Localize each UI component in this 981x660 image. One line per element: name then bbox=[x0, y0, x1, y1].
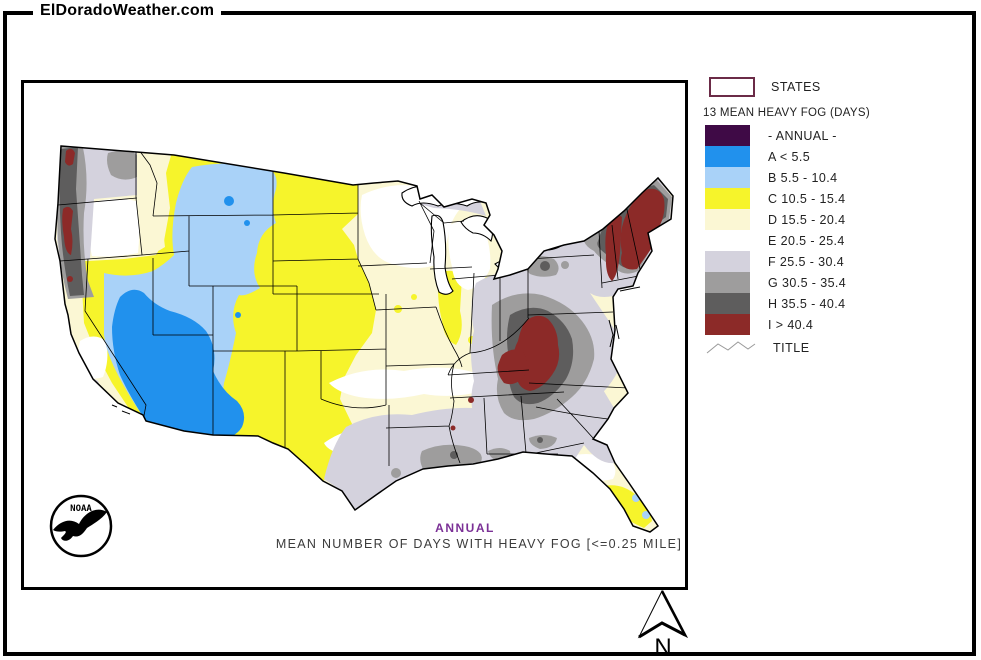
swatch-g bbox=[705, 272, 750, 293]
fog-region-A bbox=[112, 196, 250, 443]
noaa-logo-text: NOAA bbox=[70, 504, 92, 514]
legend-label: I > 40.4 bbox=[768, 317, 814, 332]
legend-row-g: G 30.5 - 35.4 bbox=[703, 272, 973, 293]
legend-row-h: H 35.5 - 40.4 bbox=[703, 293, 973, 314]
legend-label: H 35.5 - 40.4 bbox=[768, 296, 846, 311]
fog-region-D-patch bbox=[134, 196, 165, 254]
caption-annual: ANNUAL bbox=[435, 521, 495, 535]
legend-row-b: B 5.5 - 10.4 bbox=[703, 167, 973, 188]
legend-states-row: STATES bbox=[703, 74, 973, 100]
swatch-e bbox=[705, 230, 750, 251]
swatch-a bbox=[705, 146, 750, 167]
swatch-f bbox=[705, 251, 750, 272]
map-captions: ANNUAL MEAN NUMBER OF DAYS WITH HEAVY FO… bbox=[260, 521, 690, 551]
legend-row-i: I > 40.4 bbox=[703, 314, 973, 335]
coast-details bbox=[111, 286, 641, 415]
us-outline bbox=[54, 145, 674, 533]
states-swatch bbox=[709, 77, 755, 97]
legend-label: A < 5.5 bbox=[768, 149, 811, 164]
legend-row-f: F 25.5 - 30.4 bbox=[703, 251, 973, 272]
legend-title-row: TITLE bbox=[703, 337, 973, 359]
map-panel: NOAA ANNUAL MEAN NUMBER OF DAYS WITH HEA… bbox=[21, 80, 688, 590]
legend-label: G 30.5 - 35.4 bbox=[768, 275, 847, 290]
noaa-logo: NOAA bbox=[49, 494, 113, 558]
legend-row-a: A < 5.5 bbox=[703, 146, 973, 167]
legend-label: D 15.5 - 20.4 bbox=[768, 212, 846, 227]
title-zigzag-icon bbox=[706, 341, 756, 354]
us-fog-map bbox=[54, 145, 674, 533]
swatch-d bbox=[705, 209, 750, 230]
legend-label: - ANNUAL - bbox=[768, 128, 837, 143]
state-borders bbox=[57, 146, 645, 466]
swatch-i bbox=[705, 314, 750, 335]
legend-row-e: E 20.5 - 25.4 bbox=[703, 230, 973, 251]
legend-label: B 5.5 - 10.4 bbox=[768, 170, 838, 185]
swatch-h bbox=[705, 293, 750, 314]
north-label: N bbox=[654, 634, 671, 657]
legend-label: E 20.5 - 25.4 bbox=[768, 233, 845, 248]
noaa-bird-icon bbox=[53, 509, 107, 541]
legend-layer-title: 13 MEAN HEAVY FOG (DAYS) bbox=[703, 107, 870, 119]
legend-row-annual: - ANNUAL - bbox=[703, 125, 973, 146]
swatch-annual bbox=[705, 125, 750, 146]
caption-subtitle: MEAN NUMBER OF DAYS WITH HEAVY FOG [<=0.… bbox=[275, 537, 683, 551]
fog-region-E bbox=[78, 185, 616, 482]
swatch-c bbox=[705, 188, 750, 209]
legend-row-c: C 10.5 - 15.4 bbox=[703, 188, 973, 209]
site-title: ElDoradoWeather.com bbox=[33, 2, 222, 20]
legend: STATES 13 MEAN HEAVY FOG (DAYS) - ANNUAL… bbox=[703, 74, 973, 359]
legend-label: F 25.5 - 30.4 bbox=[768, 254, 845, 269]
north-arrow-icon: N bbox=[637, 589, 689, 657]
fog-region-I bbox=[62, 148, 665, 431]
outer-frame bbox=[3, 11, 976, 656]
legend-title-label: TITLE bbox=[773, 341, 810, 355]
legend-row-d: D 15.5 - 20.4 bbox=[703, 209, 973, 230]
legend-label: C 10.5 - 15.4 bbox=[768, 191, 846, 206]
states-label: STATES bbox=[771, 80, 821, 94]
swatch-b bbox=[705, 167, 750, 188]
